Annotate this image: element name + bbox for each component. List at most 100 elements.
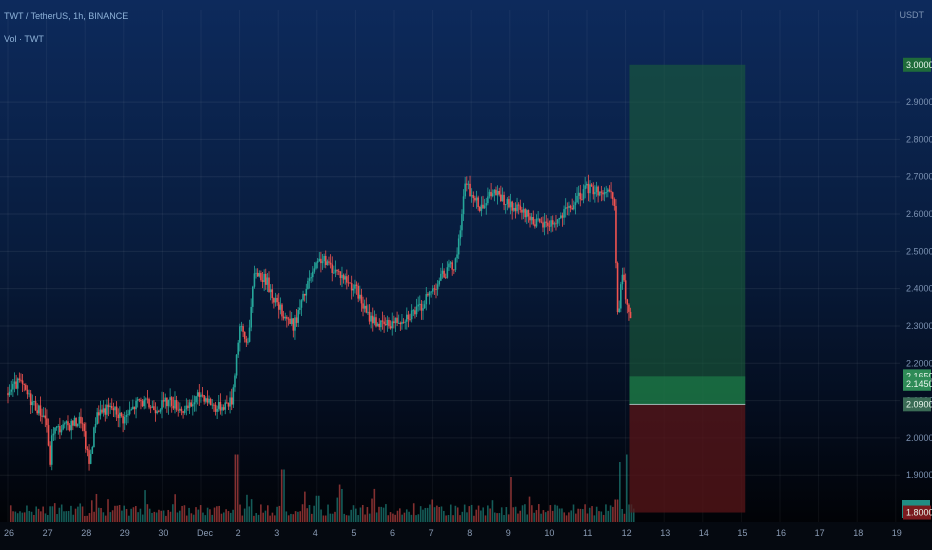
volume-bar [241, 515, 244, 522]
candle-body [595, 186, 598, 193]
candle-body [180, 408, 183, 412]
candle-body [456, 254, 458, 259]
candle-body [357, 286, 359, 299]
candle-body [367, 311, 369, 313]
candle-body [326, 261, 329, 266]
candle-body [232, 387, 235, 405]
volume-bar [405, 509, 408, 522]
volume-bar [327, 504, 329, 522]
volume-bar [403, 512, 406, 522]
candle-body [305, 288, 308, 296]
candle-body [380, 320, 382, 328]
volume-bar [616, 499, 619, 522]
candle-body [563, 209, 565, 218]
candle-body [522, 209, 525, 213]
volume-bar [489, 508, 491, 522]
candle-body [62, 424, 64, 430]
candle-body [603, 192, 606, 195]
volume-bar [561, 508, 563, 522]
volume-bar [155, 512, 158, 522]
candle-body [401, 321, 403, 325]
time-tick-label: 15 [737, 528, 747, 538]
volume-bar [30, 511, 33, 522]
candle-body [381, 320, 384, 322]
candle-body [414, 310, 416, 315]
candle-body [556, 219, 559, 224]
candle-body [277, 302, 280, 310]
candle-body [273, 298, 275, 303]
candle-body [208, 398, 210, 403]
volume-bar [23, 512, 26, 522]
volume-bar [148, 508, 151, 522]
candle-body [91, 447, 94, 454]
volume-bar [81, 506, 84, 522]
candle-body [404, 321, 406, 323]
candle-body [359, 294, 361, 299]
candle-body [153, 406, 155, 410]
candle-body [365, 305, 368, 313]
candle-body [224, 402, 227, 410]
candle-body [315, 262, 317, 269]
candle-body [564, 207, 567, 210]
volume-bar [336, 497, 339, 522]
volume-bar [160, 510, 163, 522]
volume-bar [410, 514, 413, 522]
candle-body [436, 284, 439, 290]
candle-body [503, 194, 505, 205]
candle-body [600, 191, 603, 193]
price-label-target: 3.0000 [906, 60, 932, 70]
volume-bar [209, 509, 211, 522]
candle-body [193, 402, 196, 405]
candle-body [615, 206, 617, 264]
volume-bar [628, 504, 630, 522]
price-axis-unit: USDT [899, 10, 925, 20]
candle-body [188, 402, 191, 409]
volume-bar [137, 512, 139, 522]
price-label-bg [903, 376, 931, 391]
symbol-legend[interactable]: TWT / TetherUS, 1h, BINANCE [4, 11, 129, 21]
candle-body [577, 192, 580, 196]
candle-body [290, 318, 293, 324]
candle-body [386, 319, 389, 326]
time-tick-label: 9 [506, 528, 511, 538]
volume-bar [118, 504, 121, 522]
volume-bar [130, 508, 132, 522]
volume-bar [426, 507, 429, 522]
candle-body [540, 221, 543, 223]
price-label-stop: 1.8000 [906, 508, 932, 518]
candle-body [230, 397, 233, 405]
candle-body [396, 317, 398, 323]
candle-body [376, 323, 379, 327]
candle-body [130, 409, 133, 411]
volume-bar [352, 505, 355, 522]
candle-body [373, 317, 376, 324]
candle-body [551, 220, 554, 225]
candle-body [608, 189, 611, 192]
candle-body [371, 315, 374, 324]
candle-body [50, 435, 53, 465]
candle-body [553, 223, 556, 225]
candle-body [250, 306, 252, 328]
volume-bar [267, 505, 269, 522]
time-tick-label: 19 [892, 528, 902, 538]
candle-body [589, 184, 591, 194]
volume-bar [498, 513, 501, 522]
price-tick-label: 2.8000 [906, 134, 932, 144]
volume-legend[interactable]: Vol · TWT [4, 34, 44, 44]
volume-bar [204, 515, 207, 522]
candle-body [610, 191, 612, 193]
candle-body [566, 207, 569, 209]
volume-bar [456, 507, 459, 522]
candle-body [222, 407, 225, 410]
volume-bar [449, 504, 452, 522]
candle-body [128, 410, 131, 415]
volume-bar [290, 513, 292, 522]
candle-body [624, 280, 627, 300]
time-tick-label: 10 [544, 528, 554, 538]
candle-body [16, 378, 19, 389]
candle-body [313, 268, 316, 272]
candle-body [362, 303, 364, 309]
volume-bar [419, 506, 422, 522]
